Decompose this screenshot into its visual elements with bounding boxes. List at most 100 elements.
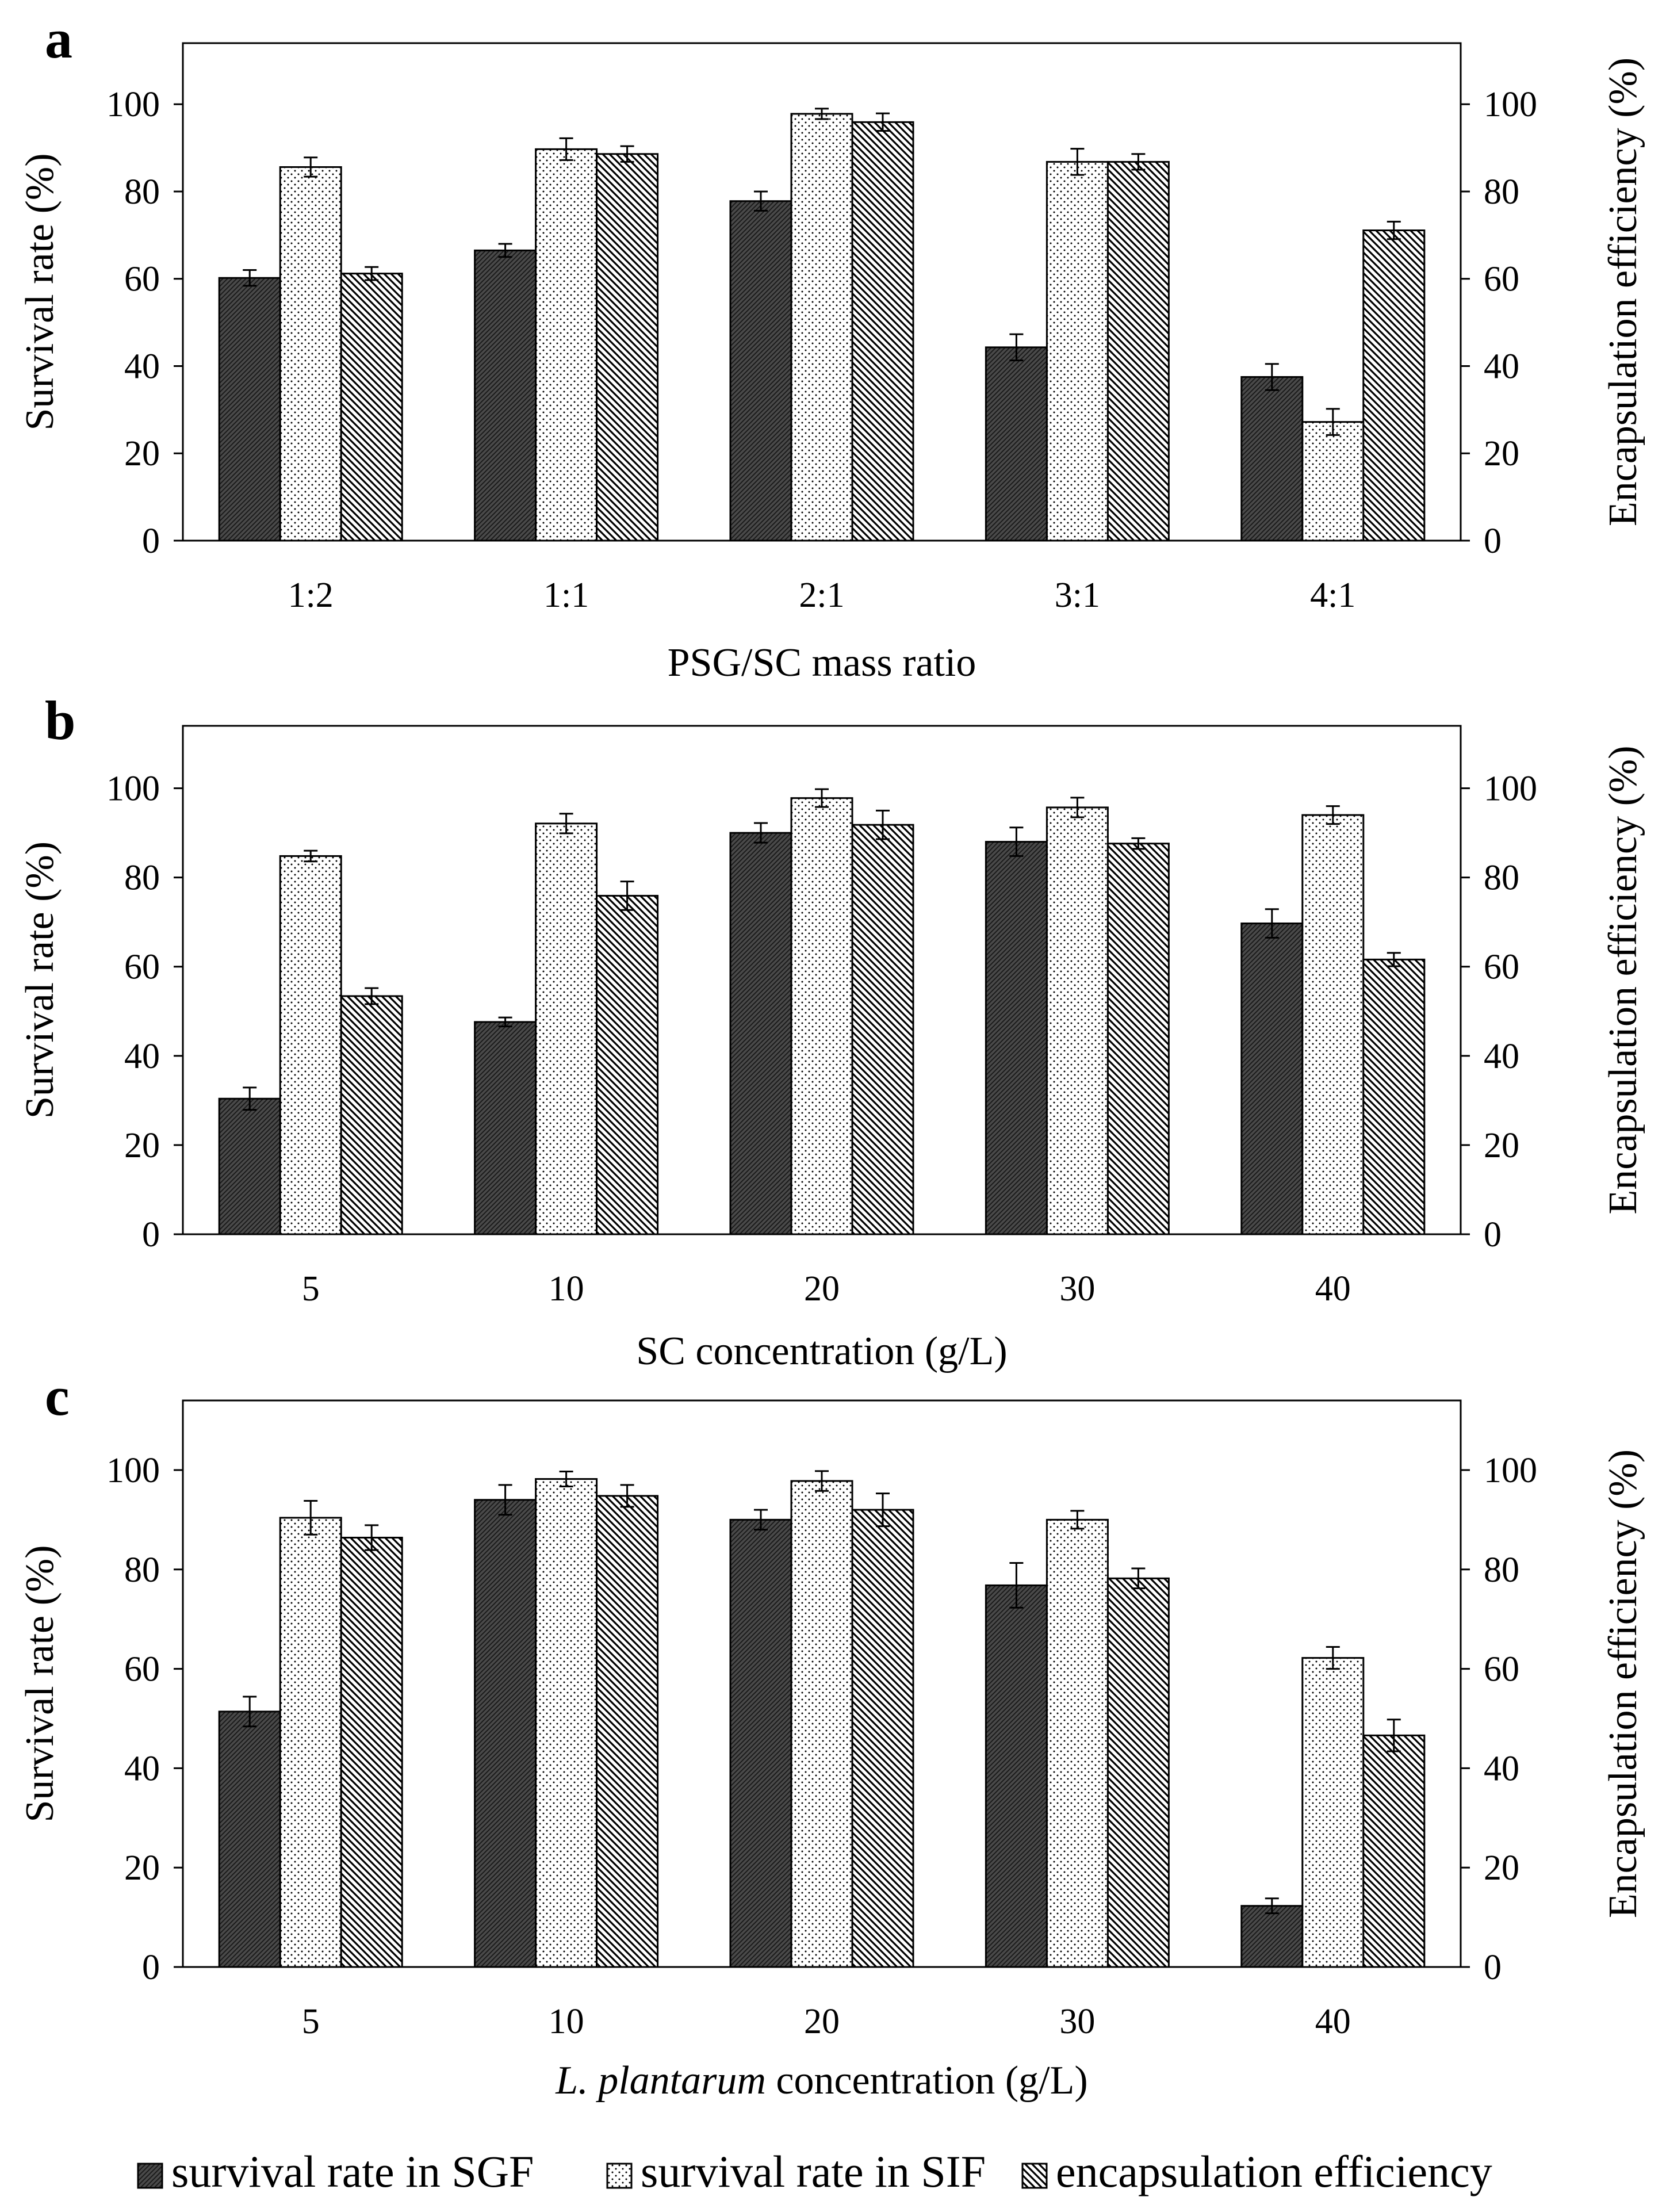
y-tick-label-left: 20 [124, 1126, 160, 1165]
bar-sgf [985, 841, 1048, 1235]
bar-sgf [1240, 376, 1304, 542]
y-tick-label-right: 0 [1484, 1215, 1502, 1254]
x-tick-label: 40 [1315, 2002, 1351, 2041]
bar-ee [1106, 843, 1170, 1235]
bar-sgf [474, 249, 537, 542]
x-tick-label: 10 [549, 1269, 584, 1308]
y-tick-label-left: 0 [142, 522, 160, 561]
legend-label-ee: encapsulation efficiency [1056, 2146, 1492, 2196]
bar-sif [279, 1517, 342, 1968]
bar-ee [1106, 1577, 1170, 1968]
y-tick-label-right: 20 [1484, 434, 1519, 473]
y-axis-label-left: Survival rate (%) [18, 1545, 62, 1822]
y-tick-label-right: 0 [1484, 1948, 1502, 1987]
legend: survival rate in SGF survival rate in SIF… [137, 2146, 1492, 2196]
y-tick-label-left: 100 [106, 1451, 160, 1490]
bar-ee [340, 273, 403, 542]
bar-sif [1301, 421, 1365, 542]
x-axis-label-italic: L. plantarum [555, 2058, 776, 2103]
bar-sgf [474, 1021, 537, 1235]
x-axis-label: L. plantarum concentration (g/L) [555, 2058, 1087, 2103]
y-tick-label-left: 80 [124, 173, 160, 212]
y-tick-label-right: 40 [1484, 1749, 1519, 1788]
bar-sif [535, 1478, 598, 1968]
y-tick-label-right: 20 [1484, 1849, 1519, 1888]
legend-label-sif: survival rate in SIF [641, 2146, 986, 2196]
bar-ee [596, 153, 659, 542]
bar-ee [1362, 229, 1426, 542]
x-tick-label: 30 [1059, 2002, 1095, 2041]
legend-label-sgf: survival rate in SGF [171, 2146, 534, 2196]
bar-sgf [1240, 923, 1304, 1235]
bar-sif [279, 855, 342, 1235]
y-tick-label-left: 100 [106, 85, 160, 124]
y-tick-label-left: 0 [142, 1948, 160, 1987]
x-tick-label: 3:1 [1055, 576, 1100, 615]
bar-sif [1045, 806, 1109, 1235]
y-tick-label-right: 80 [1484, 1551, 1519, 1590]
y-tick-label-left: 100 [106, 770, 160, 809]
y-axis-label-right: Encapsulation efficiency (%) [1601, 1449, 1645, 1918]
bar-sif [279, 166, 342, 542]
legend-swatch-ee [1021, 2163, 1048, 2189]
x-tick-label: 20 [804, 2002, 840, 2041]
y-tick-label-right: 80 [1484, 173, 1519, 212]
bar-sif [790, 113, 853, 542]
bar-ee [596, 1495, 659, 1968]
y-tick-label-left: 80 [124, 1551, 160, 1590]
legend-swatch-sif [606, 2163, 633, 2189]
bar-ee [851, 824, 914, 1235]
x-tick-label: 20 [804, 1269, 840, 1308]
bar-sgf [1240, 1905, 1304, 1968]
bar-sgf [729, 1518, 792, 1968]
y-tick-label-left: 60 [124, 1650, 160, 1689]
y-tick-label-right: 100 [1484, 1451, 1537, 1490]
bar-sgf [729, 200, 792, 542]
y-tick-label-right: 40 [1484, 1037, 1519, 1076]
bar-ee [1106, 160, 1170, 542]
bar-ee [340, 995, 403, 1235]
y-axis-label-right: Encapsulation efficiency (%) [1601, 745, 1645, 1214]
legend-swatch-sgf [137, 2163, 163, 2189]
chart-panel-c: c 0 0 20 20 40 40 60 60 80 80 100 100 Survival rate (… [18, 1365, 1645, 2103]
bar-sgf [218, 277, 281, 542]
bar-sgf [985, 1584, 1048, 1968]
y-tick-label-right: 100 [1484, 85, 1537, 124]
bar-sgf [218, 1710, 281, 1968]
x-tick-label: 2:1 [799, 576, 844, 615]
bar-sif [1301, 1657, 1365, 1968]
x-axis-label: SC concentration (g/L) [636, 1329, 1007, 1373]
x-tick-label: 5 [302, 2002, 320, 2041]
y-tick-label-left: 40 [124, 1749, 160, 1788]
bar-sif [790, 797, 853, 1235]
chart-panel-b: b 0 0 20 20 40 40 60 60 80 80 100 100 Survival rate (… [18, 690, 1645, 1373]
x-axis-label-rest: concentration (g/L) [776, 2058, 1087, 2103]
x-tick-label: 4:1 [1310, 576, 1355, 615]
bar-sif [535, 148, 598, 542]
y-tick-label-left: 20 [124, 1849, 160, 1888]
bar-ee [851, 1509, 914, 1968]
bar-ee [596, 894, 659, 1235]
bar-ee [1362, 1734, 1426, 1968]
y-tick-label-right: 60 [1484, 260, 1519, 299]
y-tick-label-right: 0 [1484, 522, 1502, 561]
panel-letter: a [45, 8, 72, 70]
panel-letter: c [45, 1365, 70, 1427]
y-tick-label-left: 0 [142, 1215, 160, 1254]
bar-ee [1362, 958, 1426, 1235]
y-tick-label-right: 60 [1484, 1650, 1519, 1689]
x-axis-label: PSG/SC mass ratio [668, 641, 976, 685]
y-tick-label-right: 40 [1484, 347, 1519, 386]
y-axis-label-right: Encapsulation efficiency (%) [1601, 58, 1645, 526]
y-tick-label-right: 80 [1484, 859, 1519, 898]
bar-sgf [985, 346, 1048, 542]
x-tick-label: 1:1 [543, 576, 589, 615]
y-tick-label-left: 60 [124, 948, 160, 987]
bar-sgf [729, 832, 792, 1235]
y-tick-label-left: 40 [124, 1037, 160, 1076]
x-tick-label: 5 [302, 1269, 320, 1308]
x-tick-label: 30 [1059, 1269, 1095, 1308]
bar-sgf [474, 1499, 537, 1968]
y-tick-label-right: 60 [1484, 948, 1519, 987]
y-tick-label-left: 60 [124, 260, 160, 299]
